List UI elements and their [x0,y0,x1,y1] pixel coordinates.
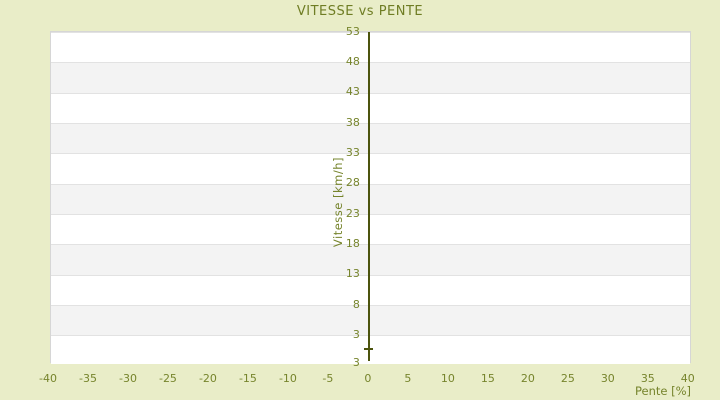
x-tick-label: 30 [600,372,615,385]
x-tick-label: 10 [440,372,455,385]
y-tick-label: 33 [345,145,360,159]
data-point-marker [363,348,373,351]
plot-stripe-band [51,183,690,215]
y-tick-label: 38 [345,115,360,129]
x-tick-label: -35 [79,372,97,385]
y-tick-label: 28 [345,176,360,190]
y-tick-label: 43 [345,85,360,99]
y-tick-label: 3 [352,327,360,341]
plot-stripe-band [51,153,690,184]
x-tick-label: -5 [322,372,334,385]
plot-area [50,31,691,364]
plot-stripe-band [51,123,690,154]
plot-stripe-band [51,32,690,63]
y-tick-label: 53 [345,24,360,38]
y-tick-label: 13 [345,267,360,281]
plot-stripe-band [51,274,690,306]
plot-stripe-band [51,214,690,245]
x-tick-label: 15 [480,372,495,385]
x-tick-label: 5 [404,372,412,385]
y-tick-label: 48 [345,54,360,68]
chart-title: VITESSE vs PENTE [296,4,424,19]
y-tick-label: 8 [352,297,360,311]
x-tick-label: 35 [640,372,655,385]
plot-stripe-band [51,92,690,124]
y-tick-label: 18 [345,236,360,250]
y-axis-title: Vitesse [km/h] [331,157,345,248]
x-axis-title: Pente [%] [634,384,691,398]
plot-stripe-band [51,62,690,93]
x-tick-label: 25 [560,372,575,385]
x-tick-label: -40 [39,372,57,385]
y-tick-label: 23 [345,206,360,220]
y-axis-min-label: 3 [352,355,360,369]
x-tick-label: 0 [364,372,372,385]
x-tick-label: -20 [198,372,217,385]
x-tick-label: -25 [158,372,177,385]
x-tick-label: 40 [680,372,695,385]
y-axis-line [367,32,370,361]
plot-stripe-band [51,305,690,336]
plot-stripe-band [51,244,690,275]
x-tick-label: -30 [118,372,137,385]
x-tick-label: 20 [520,372,535,385]
x-tick-label: -15 [238,372,257,385]
x-tick-label: -10 [278,372,297,385]
